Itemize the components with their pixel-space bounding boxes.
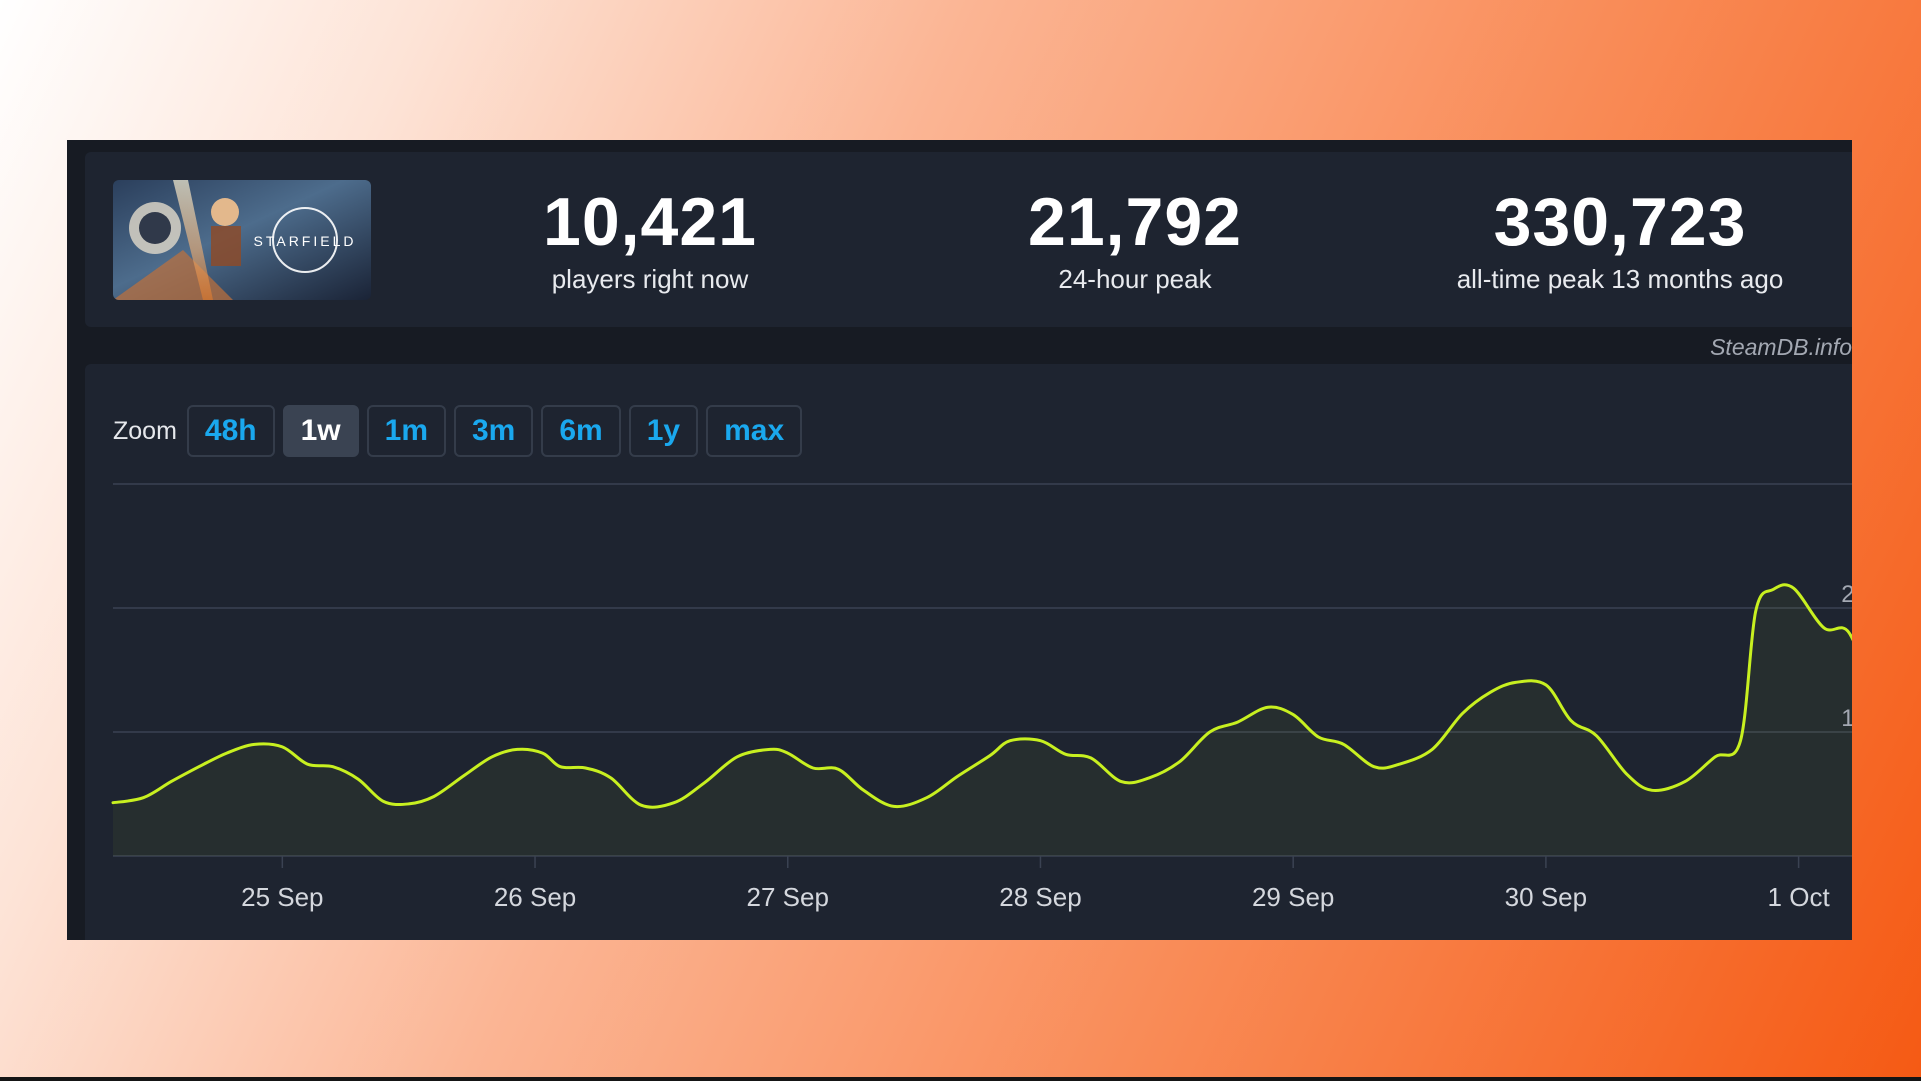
starfield-art-icon: STARFIELD [113, 180, 371, 300]
x-axis-ticks: 25 Sep 26 Sep 27 Sep 28 Sep 29 Sep 30 Sep 1 Oc… [241, 856, 1830, 912]
zoom-button-1w[interactable]: 1w [282, 405, 359, 457]
series-area [113, 584, 1852, 856]
chart-gridlines [113, 483, 1852, 857]
stats-card: STARFIELD 10,421 players right now 21,79… [85, 152, 1852, 327]
zoom-bar: Zoom 48h 1w 1m 3m 6m 1y max [113, 404, 810, 458]
stat-all-time-peak: 330,723 all-time peak 13 months ago [1410, 182, 1830, 294]
x-tick-label: 28 Sep [999, 882, 1081, 912]
chart-series [111, 583, 1852, 809]
stat-current-players: 10,421 players right now [470, 182, 830, 294]
y-tick-label: 10k [1841, 705, 1852, 732]
stat-24h-peak: 21,792 24-hour peak [955, 182, 1315, 294]
chart-card: Zoom 48h 1w 1m 3m 6m 1y max 010k20k 25 S… [85, 364, 1852, 940]
x-tick-label: 27 Sep [747, 882, 829, 912]
bottom-band [0, 1077, 1921, 1081]
zoom-button-3m[interactable]: 3m [454, 405, 534, 457]
x-tick-label: 26 Sep [494, 882, 576, 912]
steamdb-credit[interactable]: SteamDB.info [1710, 334, 1852, 360]
stat-label: players right now [551, 264, 749, 294]
zoom-button-48h[interactable]: 48h [186, 405, 275, 457]
y-tick-label: 20k [1841, 581, 1852, 608]
stat-label: 24-hour peak [1058, 264, 1212, 294]
zoom-button-1y[interactable]: 1y [628, 405, 699, 457]
zoom-button-1m[interactable]: 1m [366, 405, 446, 457]
zoom-label: Zoom [113, 416, 177, 445]
chart-area-fill [113, 584, 1852, 856]
x-tick-label: 25 Sep [241, 882, 323, 912]
stat-value: 10,421 [543, 184, 757, 260]
stat-value: 330,723 [1493, 184, 1747, 260]
zoom-button-6m[interactable]: 6m [541, 405, 621, 457]
y-axis-ticks: 010k20k [1841, 581, 1852, 732]
x-tick-label: 29 Sep [1252, 882, 1334, 912]
x-tick-label: 1 Oct [1768, 882, 1831, 912]
capsule-game-title: STARFIELD [254, 233, 357, 249]
stat-label: all-time peak 13 months ago [1456, 264, 1784, 294]
stat-value: 21,792 [1028, 184, 1242, 260]
zoom-button-max[interactable]: max [706, 405, 803, 457]
game-capsule-image[interactable]: STARFIELD [113, 180, 371, 300]
x-tick-label: 30 Sep [1505, 882, 1587, 912]
steamdb-panel: STARFIELD 10,421 players right now 21,79… [67, 140, 1852, 940]
series-line [111, 583, 1852, 809]
